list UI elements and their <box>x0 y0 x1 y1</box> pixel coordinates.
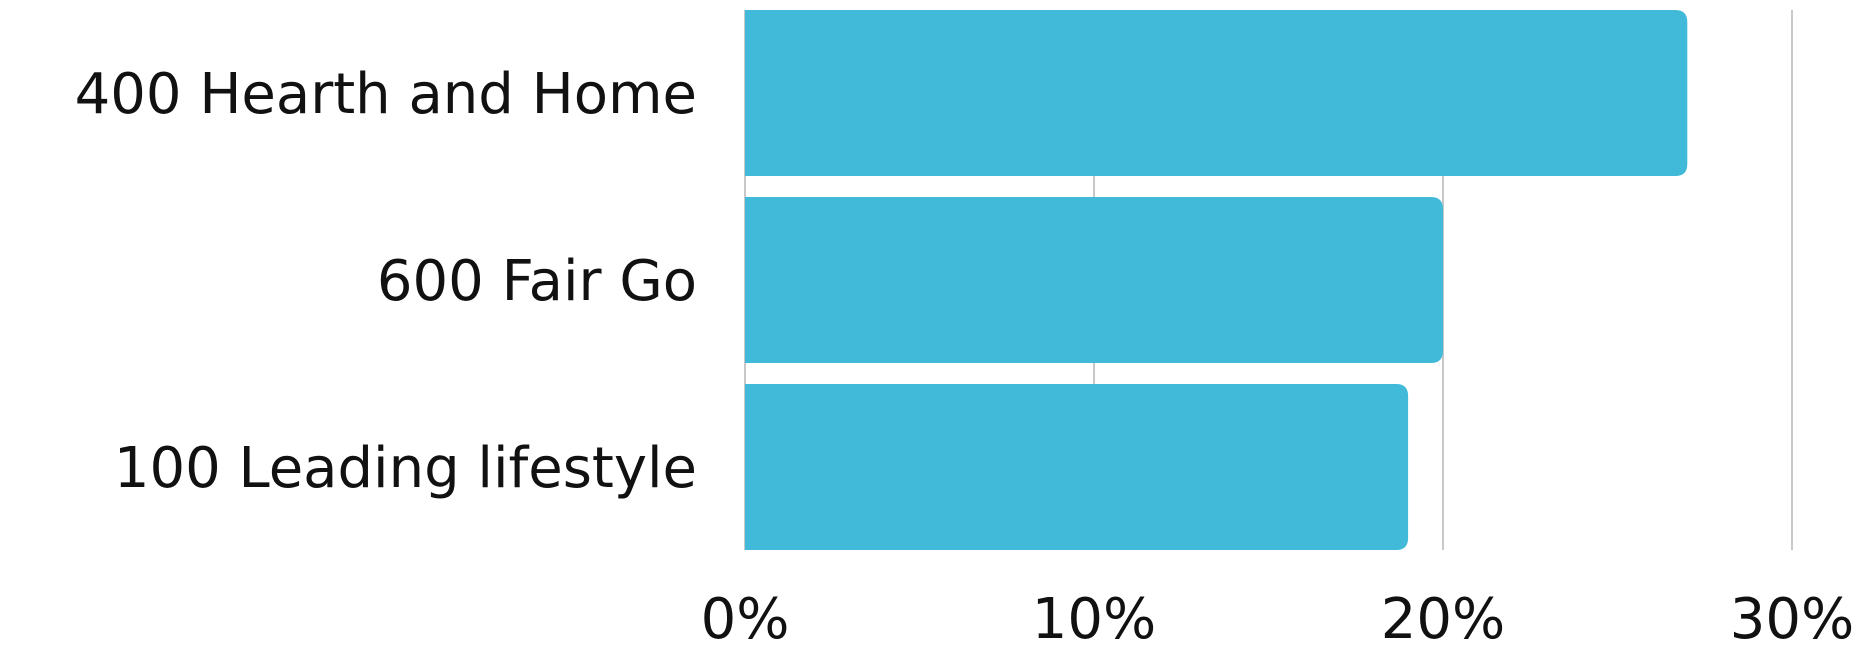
bar-0 <box>745 10 1688 176</box>
x-tick-label: 10% <box>1032 587 1156 648</box>
x-tick-label: 30% <box>1730 587 1854 648</box>
bar-1 <box>745 197 1443 363</box>
x-tick-labels: 0% 10% 20% 30% <box>701 587 1855 648</box>
category-label: 100 Leading lifestyle <box>114 436 697 501</box>
category-label: 600 Fair Go <box>377 249 697 314</box>
bar-2 <box>745 384 1409 550</box>
category-labels: 400 Hearth and Home 600 Fair Go 100 Leadin… <box>75 62 697 501</box>
category-label: 400 Hearth and Home <box>75 62 697 127</box>
x-tick-label: 20% <box>1381 587 1505 648</box>
x-tick-label: 0% <box>701 587 790 648</box>
bars <box>745 10 1688 550</box>
